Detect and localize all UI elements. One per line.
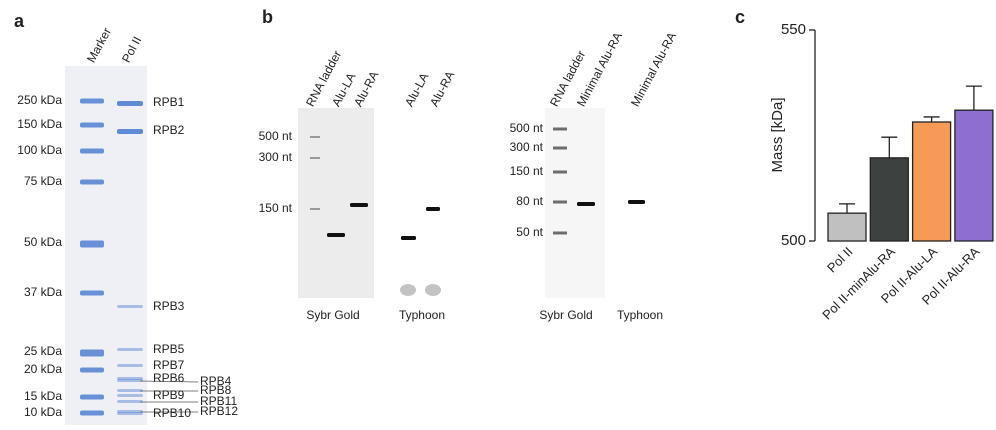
gel-band [426, 207, 440, 211]
gel-band [553, 128, 567, 131]
marker-size-label: 250 kDa [17, 93, 62, 107]
subunit-label: RPB6 [153, 371, 185, 385]
gel-band [80, 411, 104, 416]
gel-band [117, 400, 143, 403]
gel-caption: Typhoon [399, 308, 445, 322]
gel-a [65, 66, 147, 425]
lane-label: Marker [84, 25, 114, 65]
gel-band [327, 233, 345, 237]
marker-size-label: 150 kDa [17, 117, 62, 131]
gel-band [117, 101, 143, 106]
gel-band [117, 394, 143, 397]
subunit-label: RPB9 [153, 388, 185, 402]
gel-band [80, 350, 104, 357]
subunit-label: RPB10 [153, 406, 191, 420]
bar [828, 213, 866, 241]
gel-band [117, 129, 143, 134]
marker-size-label: 75 kDa [24, 174, 62, 188]
gel-band [80, 395, 104, 400]
gel-band [80, 368, 104, 373]
gel-band [628, 200, 645, 204]
gel-band [401, 236, 416, 240]
size-label: 80 nt [516, 194, 543, 208]
marker-size-label: 20 kDa [24, 362, 62, 376]
figure: aMarkerPol II250 kDa150 kDa100 kDa75 kDa… [0, 0, 996, 425]
bar [955, 110, 993, 241]
size-label: 50 nt [516, 225, 543, 239]
gel-caption: Typhoon [617, 308, 663, 322]
gel-band [80, 99, 104, 104]
size-label: 300 nt [510, 140, 544, 154]
marker-size-label: 25 kDa [24, 344, 62, 358]
gel-band [117, 379, 143, 382]
x-tick-label: Pol II [824, 244, 856, 276]
gel-band [577, 202, 595, 206]
marker-size-label: 37 kDa [24, 285, 62, 299]
lane-label: Minimal Alu-RA [574, 30, 625, 109]
size-label: 500 nt [259, 129, 293, 143]
subunit-label: RPB1 [153, 95, 185, 109]
gel-band [80, 149, 104, 154]
marker-size-label: 50 kDa [24, 235, 62, 249]
gel-band [553, 147, 567, 150]
gel-band [117, 305, 143, 308]
lane-label: Pol II [119, 34, 144, 65]
size-label: 150 nt [259, 201, 293, 215]
subunit-label: RPB2 [153, 123, 185, 137]
marker-size-label: 100 kDa [17, 143, 62, 157]
leader-line [140, 381, 198, 382]
y-tick-label: 500 [781, 232, 806, 249]
gel-caption: Sybr Gold [539, 308, 592, 322]
x-tick-label: Pol II-minAlu-RA [819, 244, 898, 323]
size-label: 500 nt [510, 121, 544, 135]
y-axis-title: Mass [kDa] [769, 97, 786, 172]
gel-band [553, 201, 567, 204]
gel-band [80, 291, 104, 296]
size-label: 300 nt [259, 150, 293, 164]
lane-label: Minimal Alu-RA [628, 30, 679, 109]
gel-band [310, 136, 320, 138]
gel-smear [400, 284, 416, 296]
gel-band [117, 389, 143, 392]
subunit-label: RPB3 [153, 299, 185, 313]
subunit-label: RPB7 [153, 358, 185, 372]
gel-band [80, 180, 104, 185]
gel-band [350, 203, 368, 207]
bar [913, 122, 951, 241]
gel-band [117, 348, 143, 351]
bar [870, 158, 908, 241]
gel-caption: Sybr Gold [306, 308, 359, 322]
gel-band [80, 241, 104, 248]
panel-label: a [14, 11, 25, 31]
gel-band [117, 364, 143, 367]
panel-label: c [735, 7, 745, 27]
gel-band [310, 157, 320, 159]
lane-label: Alu-RA [351, 69, 381, 109]
gel-band [553, 232, 567, 235]
subunit-label: RPB5 [153, 342, 185, 356]
gel-band [117, 412, 143, 415]
gel-band [310, 208, 320, 210]
marker-size-label: 15 kDa [24, 389, 62, 403]
gel-band [553, 171, 567, 174]
marker-size-label: 10 kDa [24, 405, 62, 419]
subunit-label: RPB12 [200, 404, 238, 418]
gel-smear [425, 284, 441, 296]
lane-label: Alu-RA [427, 69, 457, 109]
size-label: 150 nt [510, 164, 544, 178]
gel-band [80, 123, 104, 128]
panel-label: b [262, 7, 273, 27]
y-tick-label: 550 [781, 21, 806, 38]
